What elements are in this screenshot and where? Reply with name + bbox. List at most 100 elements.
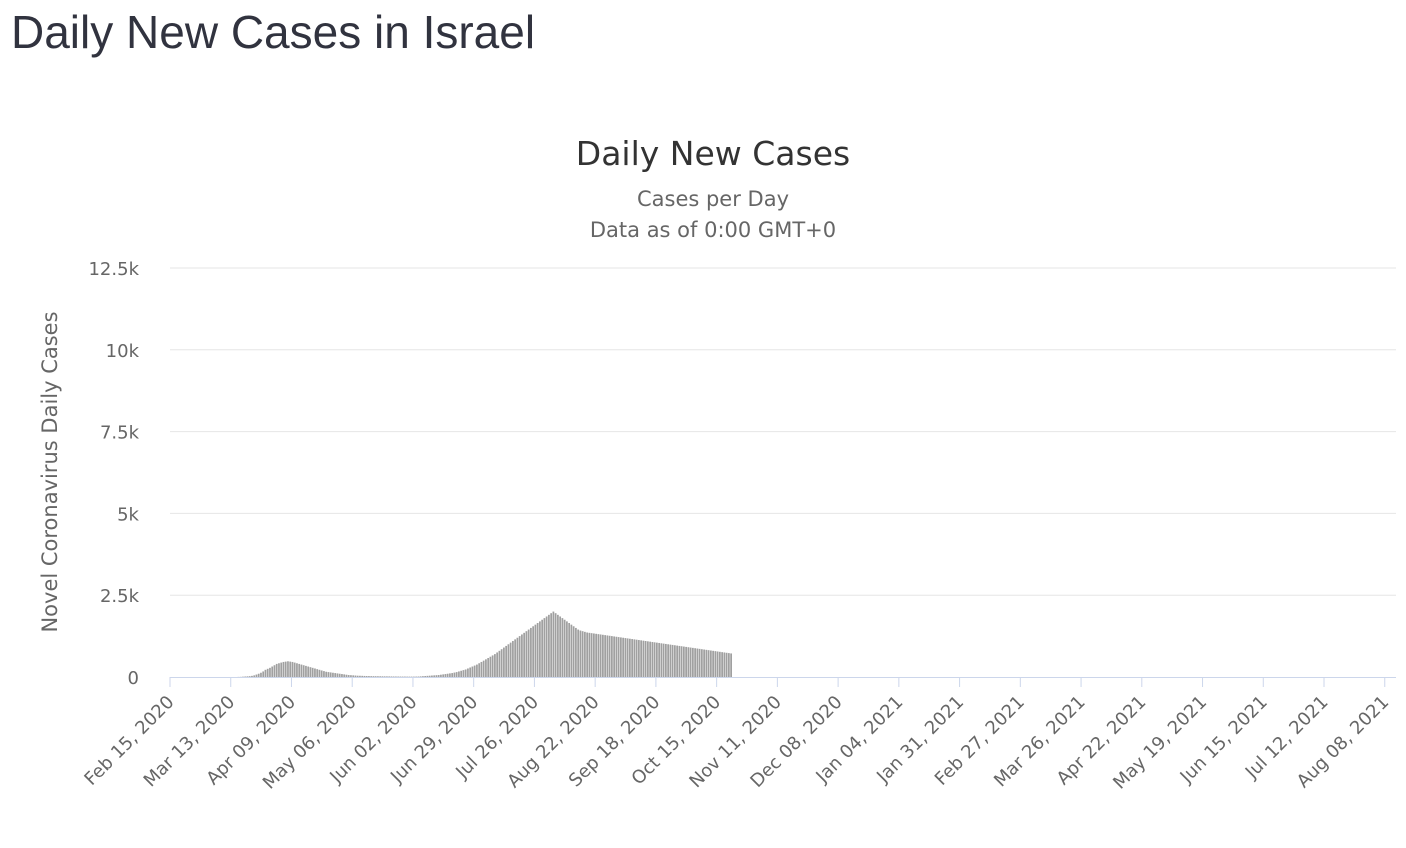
bar (629, 638, 631, 677)
bar (442, 674, 445, 677)
bar (370, 676, 373, 677)
bar (712, 650, 714, 677)
bar (361, 675, 364, 677)
bar (543, 618, 546, 677)
bar (489, 656, 492, 677)
bar (534, 624, 537, 677)
bar (633, 639, 636, 677)
bar (721, 652, 723, 677)
y-tick-label: 10k (106, 341, 140, 362)
bar (631, 639, 634, 677)
bar (377, 676, 379, 677)
bar (275, 663, 278, 677)
bar (496, 652, 499, 677)
bar (332, 672, 334, 677)
bar (253, 675, 256, 677)
bar (541, 619, 544, 677)
bar (676, 645, 678, 677)
bar (512, 641, 514, 677)
bar (296, 663, 298, 677)
bar (602, 634, 604, 677)
bar (698, 648, 701, 677)
bar (271, 666, 274, 677)
bar (273, 665, 276, 677)
bar (718, 651, 721, 677)
bar (700, 649, 703, 677)
bar (550, 613, 553, 677)
y-tick-label: 5k (117, 504, 139, 525)
bar (689, 647, 692, 677)
bar (635, 639, 638, 677)
bar (572, 626, 575, 677)
bar (588, 632, 591, 677)
bar (431, 675, 433, 677)
bar (674, 645, 676, 677)
bar (557, 614, 559, 677)
bar (656, 642, 658, 677)
bar (678, 645, 681, 677)
bar (539, 621, 541, 677)
bar (480, 661, 483, 677)
bar (318, 669, 321, 677)
bar (314, 668, 316, 677)
bar (298, 663, 301, 677)
bar (516, 637, 519, 677)
bar (730, 653, 732, 677)
bar (428, 675, 431, 677)
bar (437, 675, 440, 677)
bar (343, 674, 346, 677)
bar (638, 640, 640, 677)
bar (642, 640, 645, 677)
bar (307, 666, 310, 677)
bar (586, 632, 589, 677)
bar (309, 667, 312, 677)
bar (498, 650, 501, 677)
bar (338, 673, 341, 677)
bar (381, 676, 384, 677)
bar (446, 673, 449, 677)
bar (683, 646, 685, 677)
bar (685, 646, 687, 677)
bar (575, 627, 577, 677)
bar (372, 676, 375, 677)
bar (300, 664, 303, 677)
y-tick-label: 0 (128, 668, 139, 689)
bar (491, 655, 494, 677)
bar (707, 650, 710, 677)
bar (386, 676, 388, 677)
chart-title: Daily New Cases (576, 134, 850, 173)
bar (471, 666, 474, 677)
bar (521, 634, 523, 677)
bar (505, 645, 508, 677)
bar (669, 644, 672, 677)
bar (455, 672, 458, 677)
bar (606, 635, 609, 677)
bar (356, 675, 359, 677)
bar (482, 660, 485, 677)
bar (696, 648, 699, 677)
bar (451, 673, 454, 677)
bar (473, 665, 476, 677)
bar (478, 663, 481, 677)
bar (363, 675, 366, 677)
bar (624, 638, 627, 677)
bar (503, 647, 505, 677)
bar (426, 675, 429, 677)
bar (509, 642, 512, 677)
bar (458, 671, 460, 677)
bar (536, 623, 539, 677)
bar (687, 647, 690, 677)
bar (651, 641, 654, 677)
bar (568, 623, 571, 677)
bar (469, 667, 472, 677)
bar (694, 648, 696, 677)
bar (291, 661, 294, 677)
bar (424, 676, 427, 677)
bar (554, 613, 557, 677)
bar (392, 676, 395, 677)
bar (464, 669, 467, 677)
bar (530, 627, 532, 677)
bar-series (237, 611, 732, 677)
